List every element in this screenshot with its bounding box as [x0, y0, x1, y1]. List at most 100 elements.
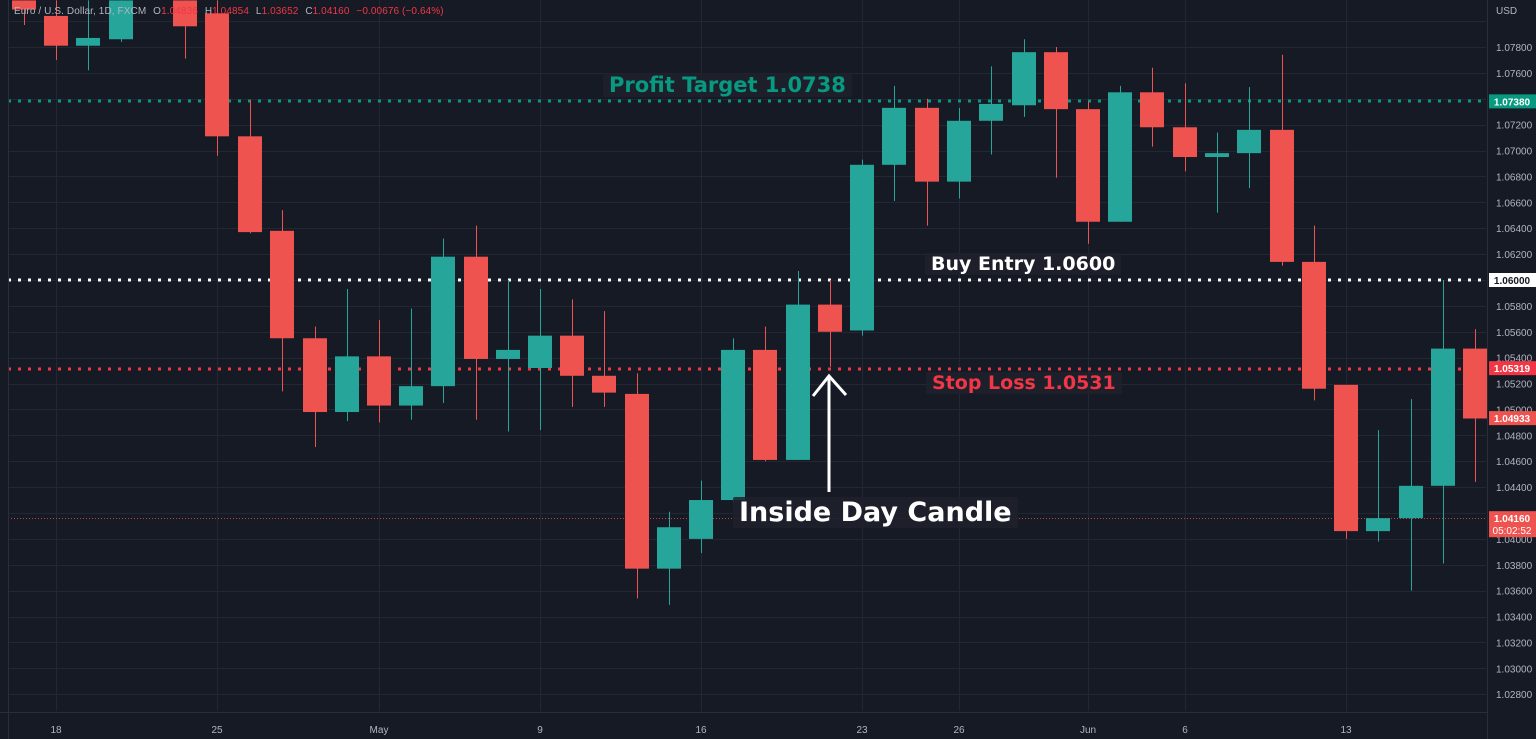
symbol-legend[interactable]: Euro / U.S. Dollar, 1D, FXCM O1.04836 H 1…	[14, 6, 444, 17]
price-tick: 1.04000	[1496, 535, 1533, 546]
candle	[335, 289, 359, 422]
stop-loss-price-tag: 1.05319	[1489, 361, 1536, 376]
price-tick: 1.07200	[1496, 121, 1533, 132]
inside-day-candle-label[interactable]: Inside Day Candle	[733, 497, 1018, 528]
price-tick: 1.04800	[1496, 431, 1533, 442]
candle	[528, 289, 552, 431]
svg-text:1.05319: 1.05319	[1494, 364, 1531, 375]
candle	[367, 320, 391, 423]
price-tick: 1.03200	[1496, 638, 1533, 649]
candle	[753, 326, 777, 462]
price-tick: 1.05000	[1496, 405, 1533, 416]
time-tick: 26	[953, 725, 965, 736]
candle	[303, 326, 327, 447]
candle	[431, 238, 455, 403]
candle	[1173, 83, 1197, 172]
open-value: 1.04836	[161, 6, 198, 17]
price-tick: 1.07000	[1496, 147, 1533, 158]
open-label: O	[153, 6, 162, 17]
svg-text:1.04933: 1.04933	[1494, 414, 1531, 425]
price-tick: 1.06200	[1496, 250, 1533, 261]
candle	[721, 338, 745, 503]
candle	[1108, 85, 1132, 222]
buy-entry-price-tag: 1.06000	[1489, 273, 1536, 287]
currency-label: USD	[1496, 6, 1518, 17]
change-value: −0.00676 (−0.64%)	[356, 6, 444, 17]
price-tick: 1.03800	[1496, 561, 1533, 572]
svg-text:1.06000: 1.06000	[1494, 276, 1531, 287]
candle	[1076, 101, 1100, 244]
price-tick: 1.05600	[1496, 328, 1533, 339]
low-label: L	[255, 6, 262, 17]
candle	[818, 280, 842, 367]
horizontal-level-lines	[8, 99, 1486, 519]
candle	[173, 0, 197, 59]
close-value: 1.04160	[312, 6, 350, 17]
price-tick: 1.02800	[1496, 690, 1533, 701]
time-tick: Jun	[1080, 725, 1096, 736]
candle	[496, 280, 520, 432]
candle	[1044, 47, 1068, 178]
candle	[399, 308, 423, 420]
candle	[882, 85, 906, 202]
price-tick: 1.05400	[1496, 354, 1533, 365]
svg-text:05:02:52: 05:02:52	[1493, 526, 1532, 537]
candle	[1270, 54, 1294, 266]
candle	[689, 480, 713, 554]
candle	[657, 511, 681, 605]
price-tick: 1.07800	[1496, 43, 1533, 54]
candle	[1366, 430, 1390, 542]
close-label: C	[305, 6, 313, 17]
time-tick: 9	[537, 725, 543, 736]
candles	[12, 0, 1487, 605]
price-tick: 1.05200	[1496, 380, 1533, 391]
candle	[205, 0, 229, 156]
candle	[1302, 225, 1326, 401]
svg-text:1.04160: 1.04160	[1494, 514, 1531, 525]
profit-target-price-tag: 1.07380	[1489, 94, 1536, 109]
price-tick: 1.06400	[1496, 224, 1533, 235]
candle	[592, 311, 616, 407]
candle	[560, 299, 584, 407]
time-tick: 23	[856, 725, 868, 736]
inside-day-arrow-icon	[811, 373, 848, 492]
candle	[44, 0, 68, 60]
time-tick: 6	[1182, 725, 1188, 736]
candle	[12, 0, 36, 26]
price-tick: 1.04400	[1496, 483, 1533, 494]
time-tick: 13	[1340, 725, 1352, 736]
price-tick: 1.03000	[1496, 664, 1533, 675]
candle	[270, 210, 294, 392]
buy-entry-label[interactable]: Buy Entry 1.0600	[925, 253, 1122, 275]
profit-target-label[interactable]: Profit Target 1.0738	[603, 73, 852, 97]
candle	[1012, 39, 1036, 117]
price-tick: 1.06800	[1496, 172, 1533, 183]
high-label: H	[204, 6, 213, 17]
candle	[850, 159, 874, 336]
candle	[947, 107, 971, 199]
candle	[1205, 132, 1229, 213]
low-value: 1.03652	[261, 6, 299, 17]
price-tick: 1.07600	[1496, 69, 1533, 80]
last-candle-open-price-tag: 1.04933	[1489, 411, 1536, 426]
symbol-title: Euro / U.S. Dollar, 1D, FXCM	[14, 6, 147, 17]
candle	[1463, 329, 1487, 482]
time-tick: 25	[211, 725, 223, 736]
price-tick: 1.04600	[1496, 457, 1533, 468]
time-tick: 16	[695, 725, 707, 736]
candle	[76, 0, 100, 71]
stop-loss-label[interactable]: Stop Loss 1.0531	[926, 372, 1122, 394]
candle	[979, 66, 1003, 155]
candle	[625, 373, 649, 599]
candle	[109, 0, 133, 42]
svg-text:1.07380: 1.07380	[1494, 97, 1531, 108]
candle	[786, 270, 810, 460]
time-tick: May	[370, 725, 389, 736]
candle	[464, 225, 488, 420]
price-tick: 1.06600	[1496, 198, 1533, 209]
candle	[1399, 399, 1423, 591]
